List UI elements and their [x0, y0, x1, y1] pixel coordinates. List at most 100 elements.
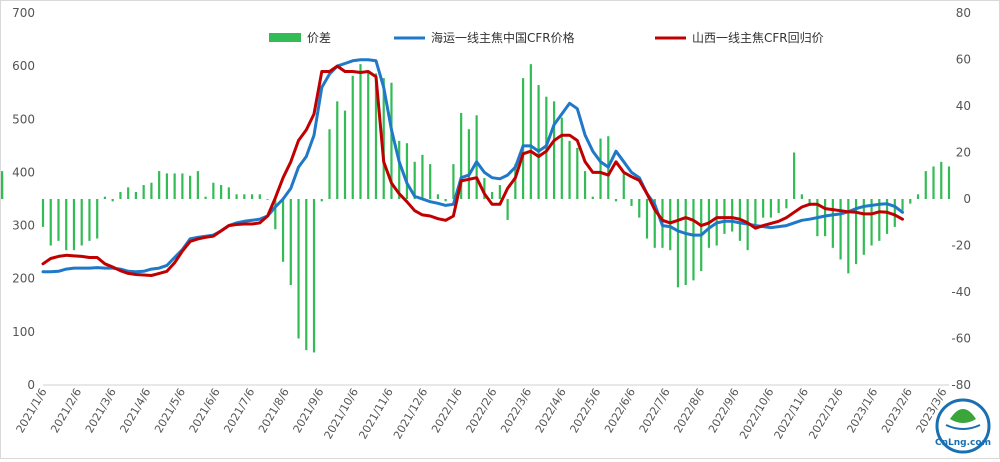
spread-bar: [367, 71, 370, 199]
spread-bar: [754, 199, 757, 227]
spread-bar: [560, 117, 563, 199]
spread-bar: [343, 110, 347, 199]
spread-bar: [800, 194, 803, 199]
logo-ring: [935, 398, 991, 454]
leaf-icon: [950, 409, 976, 423]
left-axis-ticks: 0 100 200 300 400 500 600 700: [12, 6, 35, 392]
spread-bar: [622, 173, 625, 199]
legend: 价差 海运一线主焦中国CFR价格 山西一线主焦CFR回归价: [269, 30, 824, 45]
spread-bar: [653, 199, 656, 248]
spread-bar: [769, 199, 772, 218]
x-tick-label: 2022/12/6: [806, 386, 845, 441]
x-tick-label: 2021/10/6: [322, 386, 361, 441]
spread-bar: [591, 196, 594, 199]
spread-bar: [398, 140, 401, 199]
spread-bar: [220, 185, 223, 199]
spread-bar: [940, 161, 943, 199]
right-tick-label: 20: [956, 146, 971, 160]
right-tick-label: 60: [956, 53, 971, 67]
spread-bar: [243, 194, 246, 199]
spread-bar: [947, 166, 951, 199]
right-tick-label: -20: [951, 239, 971, 253]
spread-bar: [669, 199, 672, 251]
spread-bar: [932, 166, 935, 199]
spread-bar: [731, 199, 734, 232]
spread-bar: [142, 185, 145, 199]
spread-bar: [250, 194, 254, 199]
x-tick-label: 2022/3/6: [498, 386, 534, 435]
spread-bar: [103, 196, 107, 199]
spread-bar: [196, 171, 199, 199]
wave-icon: [945, 424, 981, 430]
left-tick-label: 400: [12, 165, 35, 179]
spread-bar: [173, 173, 176, 199]
spread-bar: [436, 194, 440, 199]
right-tick-label: 80: [956, 6, 971, 20]
spread-bar: [475, 115, 478, 199]
spread-bar: [119, 192, 122, 199]
x-tick-label: 2022/11/6: [772, 386, 811, 441]
spread-bar: [452, 164, 455, 199]
x-tick-label: 2021/5/6: [152, 386, 188, 435]
spread-bar: [390, 82, 393, 199]
left-tick-label: 0: [27, 378, 35, 392]
spread-bar: [676, 199, 680, 288]
spread-bar: [491, 192, 494, 199]
spread-bar: [189, 175, 192, 199]
spread-bar: [614, 199, 618, 202]
spread-bar: [88, 199, 91, 241]
legend-label-shanxi: 山西一线主焦CFR回归价: [692, 31, 824, 45]
spread-bar: [467, 129, 470, 199]
spread-bar: [514, 164, 517, 199]
spread-bar: [111, 199, 114, 202]
spread-bar: [65, 199, 68, 251]
spread-bar: [854, 199, 858, 265]
x-tick-label: 2022/7/6: [637, 386, 673, 435]
right-tick-label: -80: [951, 378, 971, 392]
spread-bar: [351, 75, 354, 199]
right-tick-label: 0: [963, 192, 971, 206]
spread-bar: [158, 171, 161, 199]
spread-bar: [630, 199, 633, 206]
legend-label-seaborne: 海运一线主焦中国CFR价格: [431, 30, 575, 45]
spread-bar: [289, 199, 292, 286]
spread-bar: [583, 171, 587, 199]
spread-bar: [413, 161, 416, 199]
spread-bar: [537, 85, 540, 199]
spread-bar: [460, 112, 463, 199]
spread-bar: [96, 199, 99, 239]
spread-bar: [638, 199, 641, 218]
left-tick-label: 100: [12, 325, 35, 339]
x-tick-label: 2021/12/6: [391, 386, 430, 441]
spread-bars: [1, 64, 951, 353]
x-tick-label: 2023/1/6: [844, 386, 880, 435]
seaborne-price-line: [41, 58, 904, 274]
spread-bar: [692, 199, 695, 281]
x-tick-label: 2021/2/6: [48, 386, 84, 435]
right-tick-label: -40: [951, 285, 971, 299]
spread-bar: [824, 199, 827, 237]
spread-bar: [870, 199, 873, 246]
left-tick-label: 600: [12, 59, 35, 73]
spread-bar: [506, 199, 509, 220]
shanxi-price-line: [41, 64, 904, 277]
spread-bar: [421, 154, 424, 199]
spread-bar: [831, 199, 834, 248]
spread-bar: [684, 199, 687, 286]
x-tick-label: 2021/8/6: [256, 386, 292, 435]
spread-bar: [793, 152, 796, 199]
spread-bar: [204, 196, 207, 199]
spread-bar: [165, 173, 168, 199]
x-tick-label: 2022/10/6: [737, 386, 776, 441]
right-tick-label: 40: [956, 99, 971, 113]
x-tick-label: 2022/6/6: [602, 386, 638, 435]
price-lines: [41, 58, 904, 277]
spread-bar: [645, 199, 649, 239]
spread-bar: [134, 192, 138, 199]
spread-bar: [916, 194, 920, 199]
x-tick-label: 2022/5/6: [567, 386, 603, 435]
legend-label-spread: 价差: [307, 31, 331, 45]
spread-bar: [336, 101, 339, 199]
x-tick-label: 2021/7/6: [221, 386, 257, 435]
spread-bar: [281, 199, 285, 262]
